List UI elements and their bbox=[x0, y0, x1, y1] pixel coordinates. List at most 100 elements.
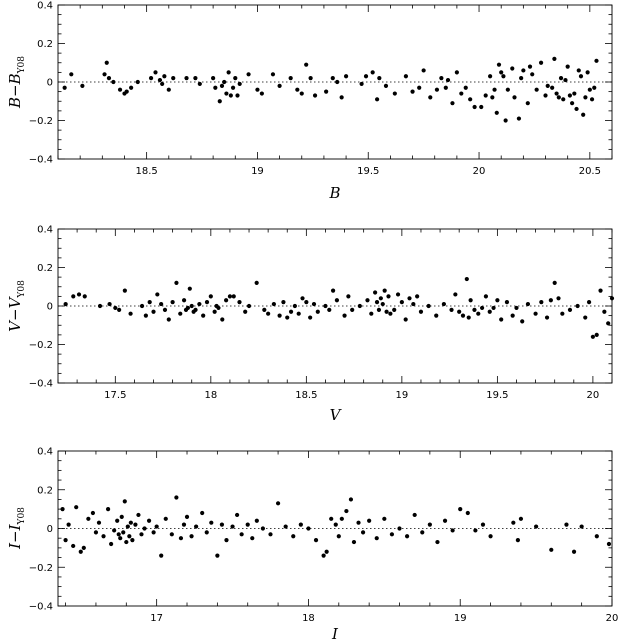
data-point bbox=[545, 83, 550, 88]
data-point bbox=[479, 104, 484, 110]
data-point bbox=[209, 520, 214, 525]
data-point bbox=[606, 541, 612, 547]
data-point bbox=[146, 518, 152, 523]
data-point bbox=[510, 66, 515, 71]
data-point bbox=[534, 524, 539, 529]
data-point bbox=[311, 301, 317, 307]
data-point bbox=[233, 76, 238, 81]
x-tick-label: 18.5 bbox=[295, 390, 317, 401]
data-point bbox=[201, 313, 206, 318]
data-point bbox=[375, 97, 380, 102]
data-point bbox=[552, 56, 557, 62]
data-point bbox=[230, 85, 236, 90]
data-point bbox=[417, 85, 422, 90]
data-point bbox=[208, 294, 213, 299]
data-point bbox=[169, 532, 174, 537]
data-point bbox=[153, 70, 158, 75]
data-point bbox=[578, 74, 584, 79]
data-point bbox=[377, 76, 382, 81]
data-point bbox=[121, 530, 126, 535]
data-point bbox=[594, 332, 599, 337]
data-point bbox=[483, 93, 488, 98]
data-point bbox=[441, 301, 446, 307]
data-point bbox=[235, 512, 240, 518]
data-point bbox=[585, 70, 590, 75]
data-point bbox=[104, 60, 109, 65]
data-point bbox=[543, 93, 548, 98]
data-point bbox=[590, 334, 595, 339]
data-point bbox=[556, 95, 561, 100]
data-point bbox=[494, 110, 499, 115]
data-point bbox=[159, 301, 164, 307]
data-point bbox=[113, 305, 118, 311]
x-axis-title: B bbox=[328, 184, 340, 202]
data-point bbox=[407, 296, 412, 301]
data-point bbox=[224, 298, 229, 303]
data-point bbox=[125, 524, 130, 529]
data-point bbox=[178, 536, 184, 541]
data-point bbox=[118, 536, 123, 541]
data-point bbox=[583, 95, 588, 100]
data-point bbox=[323, 303, 328, 309]
data-point bbox=[560, 311, 565, 316]
data-point bbox=[298, 522, 303, 527]
data-point bbox=[154, 524, 159, 529]
data-point bbox=[237, 81, 242, 87]
data-point bbox=[335, 79, 340, 85]
data-point bbox=[505, 87, 510, 92]
data-point bbox=[567, 307, 573, 312]
data-point bbox=[197, 301, 202, 307]
data-point bbox=[589, 97, 595, 102]
data-point bbox=[128, 520, 133, 525]
data-point bbox=[374, 300, 380, 305]
data-point bbox=[288, 76, 293, 81]
data-point bbox=[459, 91, 464, 96]
data-point bbox=[291, 534, 296, 539]
data-point bbox=[96, 520, 102, 525]
data-point bbox=[539, 300, 544, 305]
x-tick-label: 19.5 bbox=[357, 166, 379, 177]
data-point bbox=[450, 528, 455, 533]
data-point bbox=[304, 300, 309, 305]
data-point bbox=[556, 296, 561, 301]
data-point bbox=[162, 74, 167, 79]
data-point bbox=[463, 85, 468, 90]
data-point bbox=[271, 301, 276, 307]
data-point bbox=[105, 507, 111, 512]
data-point bbox=[567, 93, 572, 98]
data-point bbox=[351, 539, 357, 545]
data-point bbox=[450, 101, 455, 106]
data-point bbox=[162, 307, 168, 312]
data-point bbox=[392, 91, 397, 96]
data-point bbox=[122, 288, 127, 293]
data-point bbox=[193, 307, 198, 312]
data-point bbox=[243, 309, 248, 314]
data-point bbox=[86, 516, 91, 521]
data-point bbox=[389, 532, 395, 537]
data-point bbox=[457, 309, 462, 314]
data-point bbox=[554, 91, 559, 96]
data-point bbox=[426, 303, 431, 309]
data-point bbox=[511, 520, 516, 525]
y-tick-label: 0.4 bbox=[37, 225, 53, 236]
data-point bbox=[135, 79, 140, 85]
y-axis-title: I−IY08 bbox=[6, 507, 27, 550]
data-point bbox=[403, 317, 408, 322]
data-point bbox=[369, 311, 374, 316]
data-point bbox=[490, 95, 495, 100]
data-point bbox=[155, 292, 160, 297]
data-point bbox=[101, 534, 106, 539]
data-point bbox=[420, 530, 425, 535]
data-point bbox=[504, 300, 510, 305]
data-point bbox=[71, 294, 76, 299]
data-point bbox=[384, 309, 389, 314]
data-point bbox=[503, 118, 508, 123]
data-point bbox=[487, 309, 492, 314]
y-tick-label: −0.4 bbox=[29, 379, 53, 390]
data-point bbox=[321, 553, 326, 558]
data-point bbox=[479, 305, 485, 311]
data-point bbox=[194, 524, 199, 529]
data-point bbox=[119, 514, 124, 519]
data-point bbox=[576, 68, 581, 73]
data-point bbox=[333, 522, 338, 527]
